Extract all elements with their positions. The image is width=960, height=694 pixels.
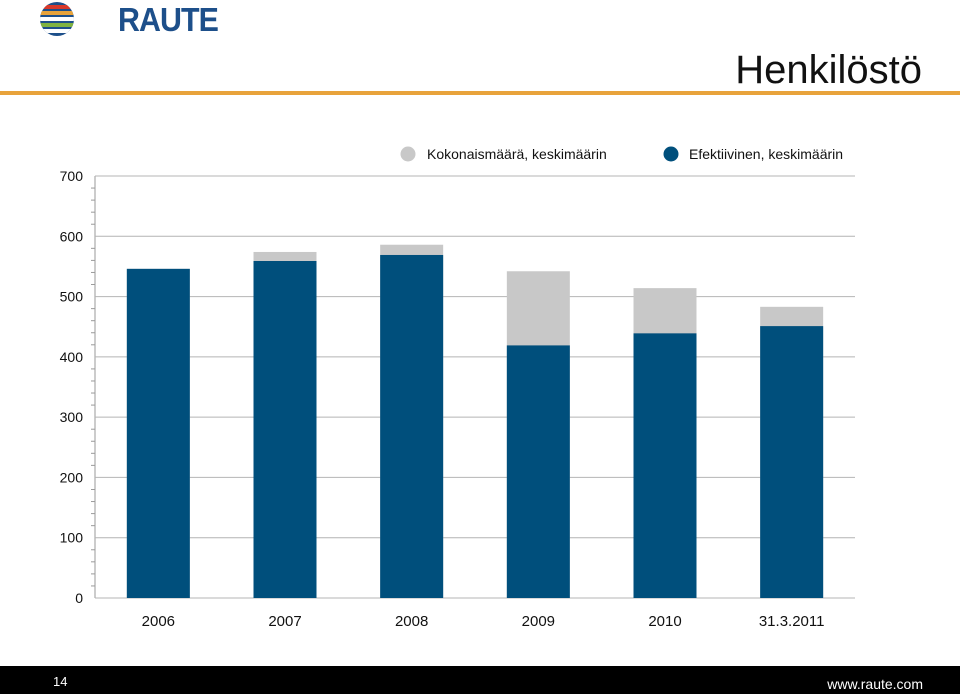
raute-logo-icon (40, 2, 74, 36)
legend-marker (663, 146, 679, 162)
raute-logo: RAUTE (38, 0, 219, 38)
y-tick-label: 200 (60, 469, 84, 485)
x-tick-label: 31.3.2011 (759, 613, 825, 630)
title-divider (0, 91, 960, 95)
bar-effective (506, 345, 570, 598)
y-tick-label: 0 (75, 590, 83, 606)
page-number: 14 (53, 674, 68, 689)
x-tick-label: 2010 (648, 613, 681, 630)
y-tick-label: 400 (60, 349, 84, 365)
y-tick-label: 100 (60, 530, 84, 546)
legend-label: Kokonaismäärä, keskimäärin (427, 146, 607, 162)
y-tick-label: 500 (60, 289, 84, 305)
y-tick-label: 300 (60, 409, 84, 425)
bar-effective (126, 268, 190, 598)
logo-text: RAUTE (118, 1, 219, 38)
legend-marker (400, 146, 416, 162)
bar-effective (253, 261, 317, 598)
bar-effective (760, 326, 824, 598)
x-tick-label: 2006 (142, 613, 175, 630)
x-tick-label: 2009 (522, 613, 555, 630)
y-tick-label: 700 (60, 168, 84, 184)
legend-label: Efektiivinen, keskimäärin (689, 146, 843, 162)
footer-bar (0, 666, 960, 694)
x-tick-label: 2008 (395, 613, 428, 630)
x-tick-label: 2007 (268, 613, 301, 630)
bar-effective (380, 254, 444, 598)
page-title: Henkilöstö (735, 48, 922, 92)
bar-effective (633, 333, 697, 598)
website-link[interactable]: www.raute.com (827, 676, 923, 692)
y-tick-label: 600 (60, 228, 84, 244)
